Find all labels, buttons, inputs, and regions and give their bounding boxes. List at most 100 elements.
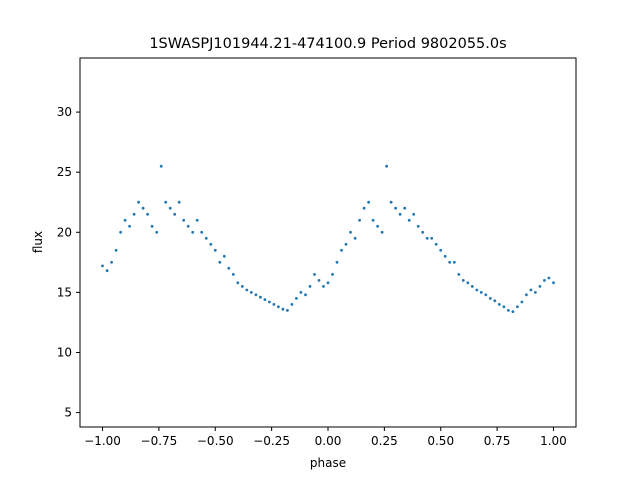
data-point [240, 285, 244, 288]
data-point [457, 273, 461, 276]
data-point [502, 305, 506, 309]
data-point [529, 288, 533, 292]
data-point [335, 260, 339, 264]
data-point [290, 303, 294, 306]
data-point [245, 288, 249, 292]
data-point [272, 303, 276, 306]
data-point [164, 200, 168, 204]
x-tick-label: −0.50 [197, 434, 234, 448]
data-point [263, 298, 267, 301]
data-point [493, 299, 497, 303]
data-point [344, 242, 348, 246]
data-point [308, 285, 312, 288]
data-point [313, 273, 316, 276]
data-point [168, 206, 172, 210]
data-point [128, 224, 132, 228]
data-point [101, 264, 104, 268]
data-point [340, 248, 343, 252]
data-point [295, 297, 298, 300]
x-tick-label: 0.25 [371, 434, 398, 448]
data-point [484, 293, 488, 297]
data-point [277, 305, 280, 309]
data-point [425, 236, 429, 240]
data-point [259, 295, 262, 299]
data-point [146, 212, 150, 216]
data-point [403, 206, 407, 210]
data-point [525, 293, 528, 297]
data-points [101, 164, 555, 313]
x-axis-label: phase [310, 456, 346, 470]
data-point [547, 276, 551, 280]
y-tick-label: 25 [57, 165, 72, 179]
data-point [416, 224, 420, 228]
data-point [200, 230, 204, 234]
data-point [268, 300, 271, 304]
data-point [204, 236, 208, 240]
data-point [385, 164, 388, 168]
data-point [552, 281, 555, 285]
y-axis-label: flux [31, 231, 45, 253]
data-point [123, 218, 127, 222]
y-axis: 5 10 15 20 25 30 [57, 105, 80, 420]
data-point [520, 300, 524, 304]
data-point [421, 230, 425, 234]
y-tick-label: 30 [57, 105, 72, 119]
data-point [105, 269, 109, 273]
data-point [353, 236, 357, 240]
data-point [132, 212, 136, 216]
data-point [497, 303, 501, 306]
data-point [407, 218, 411, 222]
data-point [398, 212, 402, 216]
x-tick-label: −0.25 [253, 434, 290, 448]
data-point [516, 305, 519, 309]
y-tick-label: 20 [57, 225, 72, 239]
data-point [159, 164, 163, 168]
data-point [380, 230, 384, 234]
data-point [227, 266, 231, 270]
data-point [461, 279, 465, 282]
data-point [362, 206, 366, 210]
data-point [470, 285, 474, 288]
x-tick-label: 0.75 [484, 434, 511, 448]
data-point [191, 230, 195, 234]
data-point [119, 230, 122, 234]
data-point [479, 291, 483, 294]
data-point [209, 242, 213, 246]
data-point [222, 254, 226, 258]
data-point [304, 293, 307, 297]
data-point [141, 206, 145, 210]
data-point [150, 224, 154, 228]
data-point [182, 218, 186, 222]
data-point [371, 218, 375, 222]
data-point [412, 212, 416, 216]
data-point [543, 279, 546, 282]
data-point [177, 200, 181, 204]
x-axis: −1.00 −0.75 −0.50 −0.25 0.00 0.25 0.50 0.75 1.00 [84, 427, 567, 448]
data-point [299, 291, 303, 294]
data-point [349, 230, 352, 234]
data-point [213, 248, 217, 252]
data-point [326, 281, 330, 285]
y-tick-label: 5 [64, 406, 72, 420]
data-point [254, 293, 258, 297]
y-tick-label: 10 [57, 345, 72, 359]
data-point [511, 310, 515, 313]
data-point [538, 285, 542, 288]
x-tick-label: −1.00 [84, 434, 121, 448]
data-point [466, 281, 470, 285]
data-point [218, 260, 222, 264]
data-point [358, 218, 361, 222]
data-point [439, 248, 443, 252]
data-point [376, 224, 379, 228]
data-point [281, 307, 285, 311]
data-point [317, 279, 321, 282]
data-point [475, 288, 479, 292]
data-point [249, 291, 253, 294]
x-tick-label: −0.75 [141, 434, 178, 448]
data-point [110, 260, 113, 264]
data-point [434, 242, 438, 246]
data-point [114, 248, 118, 252]
data-point [155, 230, 159, 234]
